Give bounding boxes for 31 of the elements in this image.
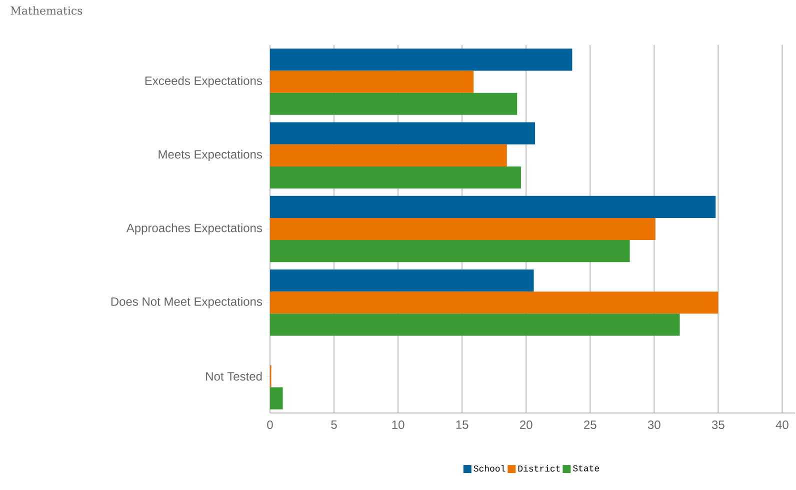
bar — [270, 387, 283, 410]
x-tick-label: 25 — [584, 420, 596, 430]
bar — [270, 218, 656, 240]
legend-label: State — [573, 465, 600, 472]
bar — [270, 48, 572, 71]
y-tick-label: Approaches Expectations — [126, 223, 262, 235]
x-tick-label: 35 — [712, 420, 724, 430]
bar — [270, 144, 507, 166]
x-tick-label: 5 — [331, 420, 337, 429]
bar — [270, 292, 718, 314]
x-tick-label: 0 — [267, 420, 273, 430]
x-tick-label: 40 — [776, 420, 788, 430]
bar — [270, 314, 680, 336]
bar — [270, 92, 518, 115]
x-tick-label: 10 — [392, 420, 404, 430]
x-tick-label: 15 — [456, 420, 468, 429]
y-tick-label: Not Tested — [206, 372, 262, 381]
y-tick-label: Meets Expectations — [158, 150, 262, 161]
bar — [270, 122, 536, 144]
bar — [270, 196, 716, 218]
bar — [270, 240, 630, 262]
x-tick-label: 30 — [648, 420, 660, 430]
x-tick-label: 20 — [520, 420, 532, 430]
bar — [270, 269, 534, 292]
legend-label: District — [518, 465, 560, 472]
bar — [270, 166, 521, 189]
legend-label: School — [474, 465, 506, 472]
bar — [270, 70, 474, 93]
text: Mathematics — [10, 6, 82, 15]
y-tick-label: Exceeds Expectations — [145, 76, 262, 88]
y-tick-label: Does Not Meet Expectations — [111, 297, 262, 308]
